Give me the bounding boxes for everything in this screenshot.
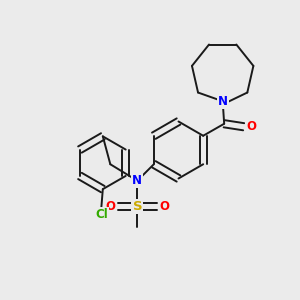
Text: O: O [246, 120, 256, 133]
Text: S: S [133, 200, 142, 213]
Text: N: N [218, 95, 228, 108]
Text: Cl: Cl [95, 208, 108, 221]
Text: N: N [132, 174, 142, 187]
Text: O: O [160, 200, 170, 213]
Text: O: O [105, 200, 115, 213]
